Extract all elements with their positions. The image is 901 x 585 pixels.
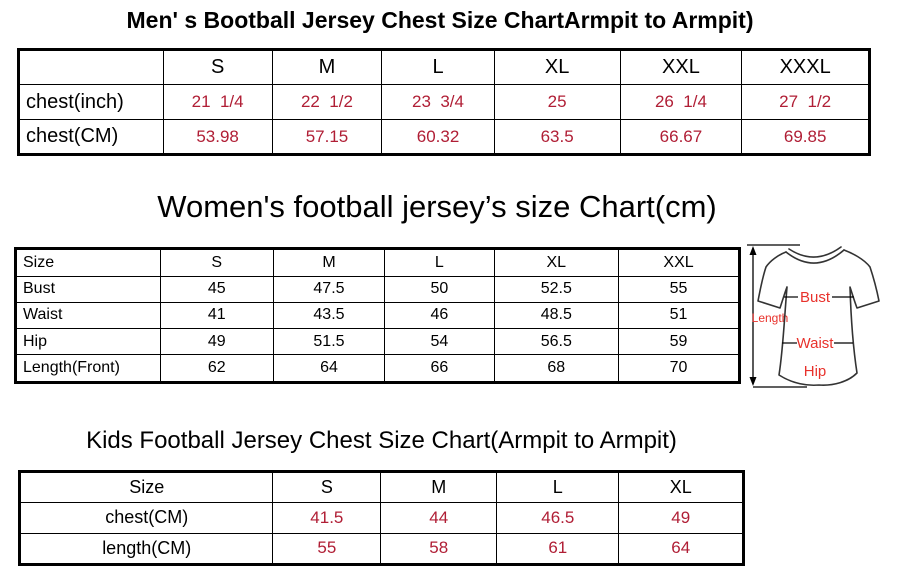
womens-size-table: Size S M L XL XXL Bust 45 47.5 50 52.5 55 Waist 41 43.… <box>14 247 741 384</box>
table-cell: 64 <box>618 532 744 566</box>
table-cell: 21 1/4 <box>162 84 273 120</box>
table-row: Hip 49 51.5 54 56.5 59 <box>15 328 740 356</box>
table-cell: 26 1/4 <box>619 84 743 120</box>
table-cell: 49 <box>159 328 274 356</box>
womens-chart-title: Women's football jersey’s size Chart(cm) <box>157 189 717 224</box>
length-label: Length <box>752 311 789 325</box>
table-cell: 59 <box>618 328 740 356</box>
waist-label: Waist <box>797 335 835 352</box>
row-label: Hip <box>15 328 161 356</box>
row-label: chest(CM) <box>18 502 274 534</box>
table-cell: 46.5 <box>496 502 620 534</box>
table-cell: 57.15 <box>271 119 383 155</box>
table-cell: 54 <box>384 328 495 356</box>
row-label: Bust <box>15 275 161 303</box>
column-header: M <box>272 248 386 277</box>
column-header: XL <box>618 470 744 504</box>
column-header: L <box>381 49 495 85</box>
table-cell: 51.5 <box>272 328 386 356</box>
collar-outer <box>785 249 845 264</box>
header-row: Size S M L XL XXL <box>15 248 740 277</box>
table-cell: 41.5 <box>272 502 382 534</box>
table-cell: 53.98 <box>162 119 273 155</box>
table-cell: 64 <box>272 354 386 383</box>
table-cell: 55 <box>272 532 382 566</box>
row-label: Waist <box>15 301 161 330</box>
column-header: L <box>496 470 620 504</box>
table-cell: 49 <box>618 502 744 534</box>
table-row: chest(inch) 21 1/4 22 1/2 23 3/4 25 26 1/4 27 … <box>18 84 870 120</box>
table-cell: 46 <box>384 301 495 330</box>
column-header: S <box>272 470 382 504</box>
row-label: chest(CM) <box>18 119 164 155</box>
column-header: XXL <box>619 49 743 85</box>
table-cell: 51 <box>618 301 740 330</box>
table-cell: 25 <box>493 84 621 120</box>
mens-chart-title: Men' s Bootball Jersey Chest Size ChartA… <box>126 7 754 33</box>
column-header: XXL <box>618 248 740 277</box>
column-header: XL <box>493 248 620 277</box>
table-cell: 47.5 <box>272 275 386 303</box>
table-row: Waist 41 43.5 46 48.5 51 <box>15 301 740 330</box>
table-cell: 70 <box>618 354 740 383</box>
column-header: S <box>162 49 273 85</box>
table-cell: 61 <box>496 532 620 566</box>
row-label: length(CM) <box>18 532 274 566</box>
bust-label: Bust <box>800 289 831 306</box>
column-header: XL <box>493 49 621 85</box>
table-row: chest(CM) 41.5 44 46.5 49 <box>18 502 744 534</box>
column-header: L <box>384 248 495 277</box>
table-row: Bust 45 47.5 50 52.5 55 <box>15 275 740 303</box>
column-header <box>18 49 164 85</box>
table-cell: 60.32 <box>381 119 495 155</box>
column-header: M <box>380 470 498 504</box>
table-cell: 56.5 <box>493 328 620 356</box>
tshirt-outline <box>757 246 880 387</box>
table-row: Length(Front) 62 64 66 68 70 <box>15 354 740 383</box>
collar-inner <box>788 246 842 258</box>
table-cell: 41 <box>159 301 274 330</box>
column-header: XXXL <box>741 49 870 85</box>
column-header: M <box>271 49 383 85</box>
table-row: length(CM) 55 58 61 64 <box>18 532 744 566</box>
kids-size-table: Size S M L XL chest(CM) 41.5 44 46.5 49 length(CM)… <box>18 470 745 566</box>
header-row: S M L XL XXL XXXL <box>18 49 870 85</box>
row-label: chest(inch) <box>18 84 164 120</box>
table-cell: 63.5 <box>493 119 621 155</box>
table-cell: 27 1/2 <box>741 84 870 120</box>
table-cell: 43.5 <box>272 301 386 330</box>
table-cell: 66.67 <box>619 119 743 155</box>
table-cell: 44 <box>380 502 498 534</box>
row-label: Length(Front) <box>15 354 161 383</box>
table-cell: 48.5 <box>493 301 620 330</box>
table-cell: 58 <box>380 532 498 566</box>
kids-chart-title: Kids Football Jersey Chest Size Chart(Ar… <box>86 427 677 454</box>
column-header: Size <box>15 248 161 277</box>
column-header: Size <box>18 470 274 504</box>
table-cell: 45 <box>159 275 274 303</box>
table-cell: 69.85 <box>741 119 870 155</box>
table-cell: 50 <box>384 275 495 303</box>
table-cell: 62 <box>159 354 274 383</box>
table-cell: 52.5 <box>493 275 620 303</box>
table-cell: 66 <box>384 354 495 383</box>
table-cell: 22 1/2 <box>271 84 383 120</box>
column-header: S <box>159 248 274 277</box>
table-cell: 68 <box>493 354 620 383</box>
header-row: Size S M L XL <box>18 470 744 504</box>
table-cell: 55 <box>618 275 740 303</box>
tshirt-measurement-diagram: Length Bust Waist Hip <box>747 244 880 388</box>
table-cell: 23 3/4 <box>381 84 495 120</box>
table-row: chest(CM) 53.98 57.15 60.32 63.5 66.67 69.85 <box>18 119 870 155</box>
mens-size-table: S M L XL XXL XXXL chest(inch) 21 1/4 22 1/2 23 3/… <box>17 48 871 156</box>
length-arrow <box>747 244 807 388</box>
hip-label: Hip <box>804 363 827 380</box>
